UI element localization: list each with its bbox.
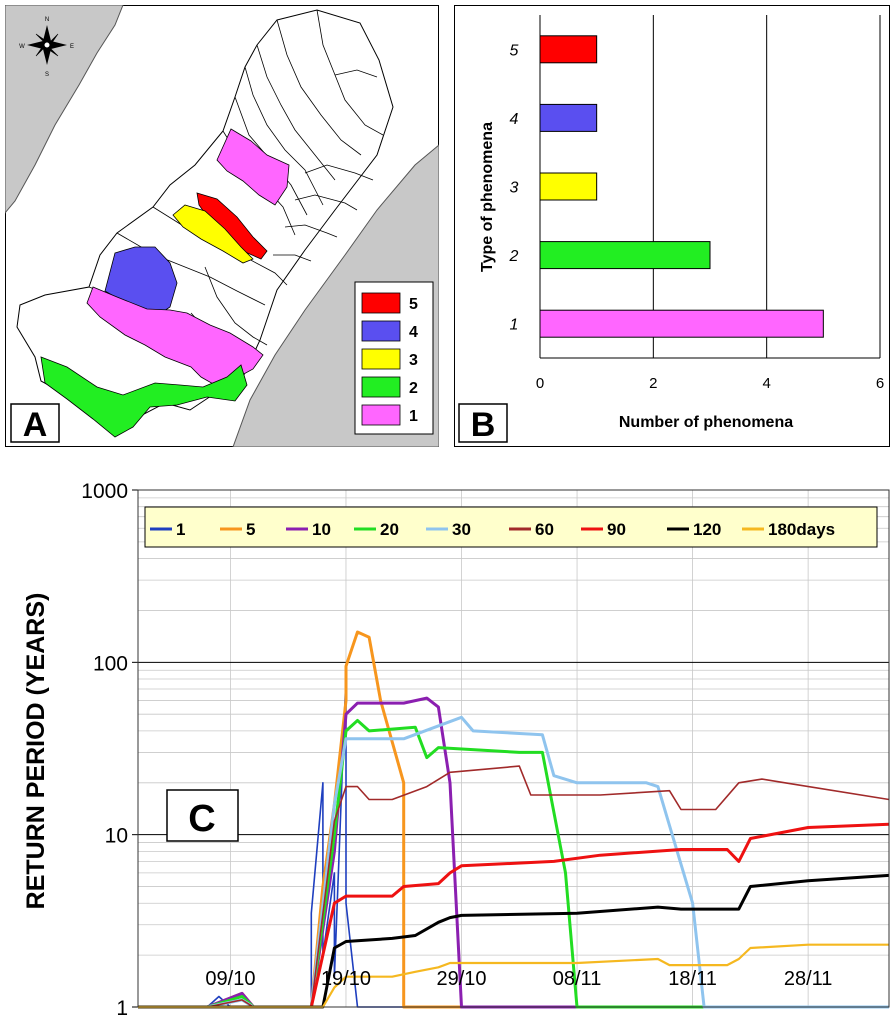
- bar-chart-frame: [454, 5, 890, 447]
- legend-label-20: 20: [380, 520, 399, 539]
- series-line-1: [138, 673, 889, 1008]
- compass-rose-icon: N S E W: [19, 17, 74, 78]
- bar-chart-bars: [539, 35, 824, 338]
- series-line-120: [138, 873, 890, 1009]
- bar-chart-x-tick-label: 2: [649, 375, 657, 392]
- map-legend-label-1: 1: [409, 408, 418, 425]
- compass-north-label: N: [45, 17, 49, 23]
- legend-label-180days: 180days: [768, 520, 835, 539]
- bar-chart-panel: 5 4 3 2 1 0 2 4 6 Number of phenomena Type of p…: [454, 5, 890, 447]
- bar-chart-x-tick-label: 4: [762, 375, 770, 392]
- map-legend: 5 4 3 2 1: [354, 281, 434, 435]
- panel-b-letter: B: [471, 406, 496, 444]
- bar-chart-category-label: 1: [510, 317, 519, 334]
- map-legend-label-2: 2: [409, 380, 418, 397]
- series-line-90: [138, 822, 890, 1009]
- line-chart-y-tick-labels: 1 10 100 1000: [81, 480, 128, 1020]
- bar-type-2: [539, 241, 711, 270]
- map-legend-swatch-3: [361, 348, 401, 370]
- map-legend-swatch-4: [361, 320, 401, 342]
- map-legend-label-3: 3: [409, 352, 418, 369]
- basin-boundaries: [88, 9, 384, 366]
- bar-chart-category-label: 4: [510, 111, 519, 128]
- panel-b-letter-box: [458, 403, 508, 443]
- bar-chart-category-label: 5: [510, 42, 519, 59]
- zone-type-1-upper: [216, 128, 290, 206]
- bar-chart-x-axis-title: Number of phenomena: [619, 414, 793, 431]
- legend-label-120: 120: [693, 520, 721, 539]
- bar-type-1: [539, 309, 824, 338]
- line-chart-x-tick-label: 29/10: [436, 968, 486, 990]
- zone-type-2: [40, 356, 248, 438]
- legend-label-90: 90: [607, 520, 626, 539]
- line-chart-x-tick-label: 09/10: [205, 968, 255, 990]
- map-panel: N S E W 5 4 3 2 1 A: [5, 5, 439, 447]
- line-chart-y-axis-title: RETURN PERIOD (YEARS): [22, 593, 50, 910]
- map-legend-swatch-5: [361, 292, 401, 314]
- series-line-180days: [138, 943, 889, 1009]
- bar-chart-y-axis-title: Type of phenomena: [479, 122, 496, 272]
- line-chart-x-tick-label: 28/11: [784, 968, 833, 990]
- bar-type-4: [539, 103, 598, 132]
- legend-label-10: 10: [312, 520, 331, 539]
- line-chart-y-tick-label: 10: [105, 825, 128, 848]
- zone-type-3: [172, 204, 254, 264]
- legend-label-5: 5: [246, 520, 255, 539]
- panel-a-letter-box: [10, 403, 60, 443]
- line-chart-y-tick-label: 1000: [81, 480, 128, 503]
- compass-west-label: W: [19, 44, 25, 50]
- bar-chart-x-tick-label: 0: [536, 375, 544, 392]
- bar-chart-category-label: 2: [509, 248, 519, 265]
- map-legend-label-5: 5: [409, 296, 418, 313]
- line-chart-x-tick-labels: 09/10 19/10 29/10 08/11 18/11 28/11: [205, 968, 832, 990]
- line-chart-legend-box: [144, 506, 878, 548]
- series-line-10: [138, 696, 889, 1009]
- compass-east-label: E: [70, 44, 74, 50]
- map-legend-swatch-1: [361, 404, 401, 426]
- panel-a-letter: A: [23, 406, 48, 444]
- bar-type-5: [539, 35, 598, 64]
- line-chart-x-tick-label: 08/11: [553, 968, 602, 990]
- legend-label-60: 60: [535, 520, 554, 539]
- line-chart-grid: [132, 489, 889, 1008]
- line-chart-y-tick-label: 100: [93, 652, 128, 675]
- sea-area-top-left: [5, 5, 124, 214]
- map-legend-label-4: 4: [409, 324, 418, 341]
- legend-label-30: 30: [452, 520, 471, 539]
- line-chart-plot-frame: [137, 489, 890, 1008]
- line-chart-x-tick-label: 18/11: [668, 968, 717, 990]
- legend-label-1: 1: [176, 520, 185, 539]
- line-chart-series: [138, 630, 890, 1009]
- bar-type-3: [539, 172, 598, 201]
- line-chart-legend: 1 5 10 20 30 60 90 120 180days: [144, 506, 878, 548]
- bar-chart-category-labels: 5 4 3 2 1: [509, 42, 519, 333]
- bar-chart-x-tick-label: 6: [876, 375, 884, 392]
- compass-south-label: S: [45, 72, 49, 78]
- line-chart-panel: 1 10 100 1000 09/10 19/10 29/10 08/11 18/11 28/1…: [22, 480, 890, 1020]
- series-line-5: [138, 630, 889, 1009]
- bar-chart-category-label: 3: [510, 180, 519, 197]
- panel-c-letter: C: [188, 798, 215, 840]
- line-chart-y-tick-label: 1: [116, 997, 128, 1020]
- bar-chart-x-tick-labels: 0 2 4 6: [536, 375, 884, 392]
- line-chart-x-tick-label: 19/10: [321, 968, 371, 990]
- map-legend-swatch-2: [361, 376, 401, 398]
- panel-c-letter-box: [166, 789, 239, 842]
